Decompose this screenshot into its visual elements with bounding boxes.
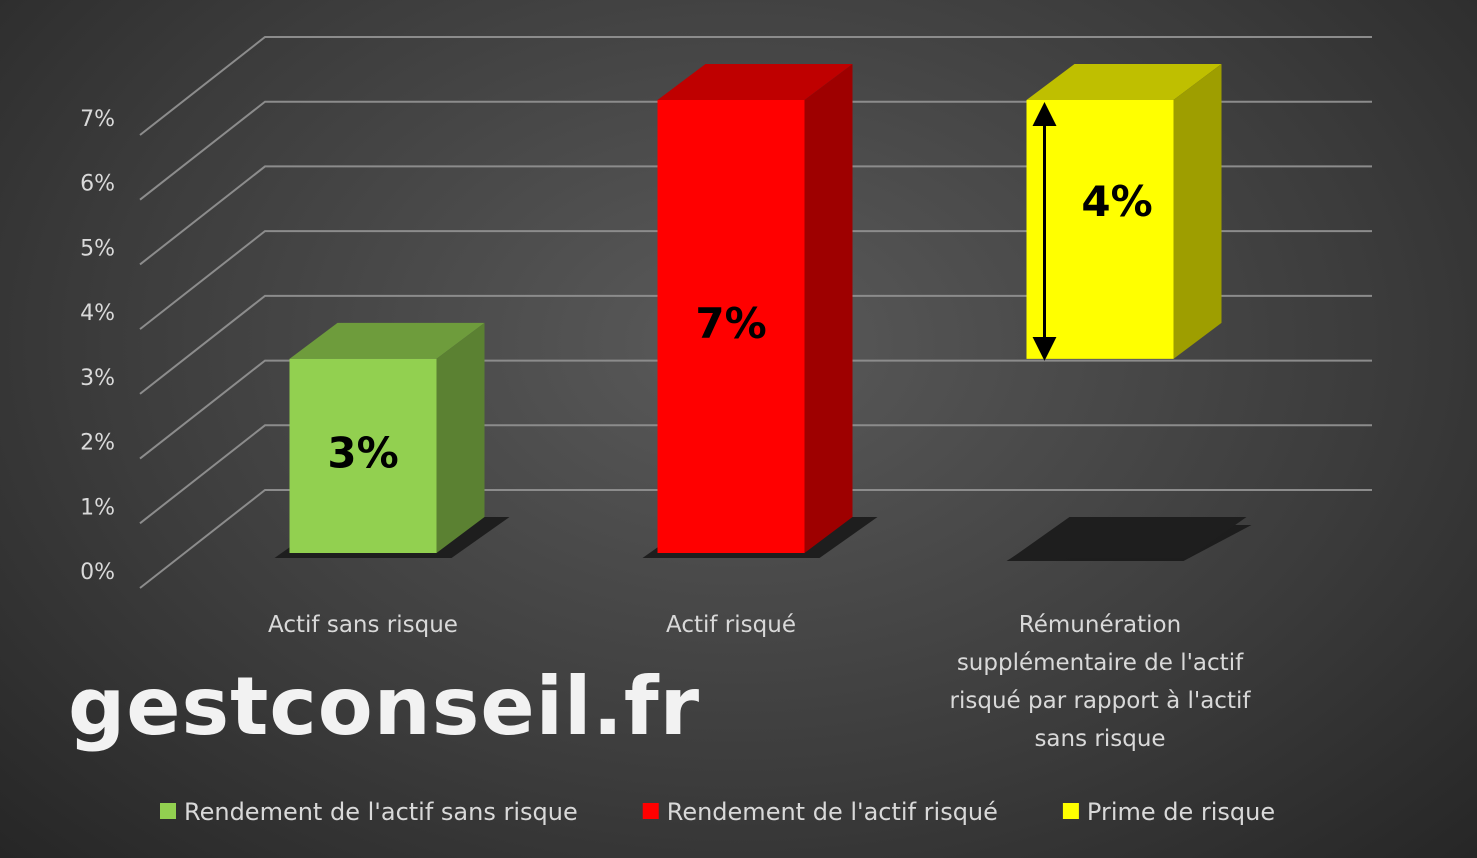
grid-segment xyxy=(139,36,1372,136)
grid-segment xyxy=(139,489,1372,589)
y-tick-label: 6% xyxy=(80,172,115,197)
grid-segment xyxy=(139,359,1372,460)
grid-line xyxy=(139,36,1372,136)
y-tick-label: 2% xyxy=(80,431,115,456)
legend-swatch xyxy=(1062,803,1079,819)
y-tick-label: 4% xyxy=(80,301,115,326)
legend-label: Rendement de l'actif sans risque xyxy=(184,798,578,826)
y-tick-label: 1% xyxy=(80,495,115,520)
bar xyxy=(289,322,485,553)
grid-segment xyxy=(139,165,1372,266)
grid-segment xyxy=(139,424,1372,525)
legend-swatch xyxy=(642,803,659,819)
watermark: gestconseil.fr xyxy=(68,660,701,753)
grid-line xyxy=(139,359,1372,460)
bar-side xyxy=(1173,64,1222,359)
grid-line xyxy=(139,489,1372,589)
legend-swatch xyxy=(160,803,176,819)
bar-side xyxy=(804,64,853,553)
bar-front xyxy=(289,358,437,553)
bar-top xyxy=(657,64,853,100)
bar-side xyxy=(436,322,485,553)
data-label: 7% xyxy=(695,299,766,348)
legend-label: Prime de risque xyxy=(1087,798,1275,826)
y-tick-label: 0% xyxy=(80,560,115,585)
grid-line xyxy=(139,165,1372,266)
grid-segment xyxy=(139,230,1372,330)
legend-label: Rendement de l'actif risqué xyxy=(667,798,998,826)
grid-line xyxy=(139,424,1372,525)
bar xyxy=(657,64,853,553)
x-tick-label: Actif sans risque xyxy=(268,612,458,638)
floor-shadow xyxy=(1011,517,1247,558)
x-tick-label: Rémunération supplémentaire de l'actif r… xyxy=(949,612,1251,752)
data-label: 3% xyxy=(327,428,398,477)
y-tick-label: 7% xyxy=(80,107,115,132)
grid-line xyxy=(139,100,1372,201)
x-tick-label: Actif risqué xyxy=(666,612,796,638)
y-tick-label: 3% xyxy=(80,366,115,391)
bar-front xyxy=(657,100,805,553)
grid-segment xyxy=(139,294,1372,395)
grid-segment xyxy=(139,100,1372,201)
grid-line xyxy=(139,294,1372,395)
y-tick-label: 5% xyxy=(80,236,115,261)
bar-top xyxy=(289,322,485,359)
grid-line xyxy=(139,230,1372,330)
data-label: 4% xyxy=(1081,177,1152,226)
bar-front xyxy=(1026,100,1174,359)
bar-top xyxy=(1026,64,1222,100)
